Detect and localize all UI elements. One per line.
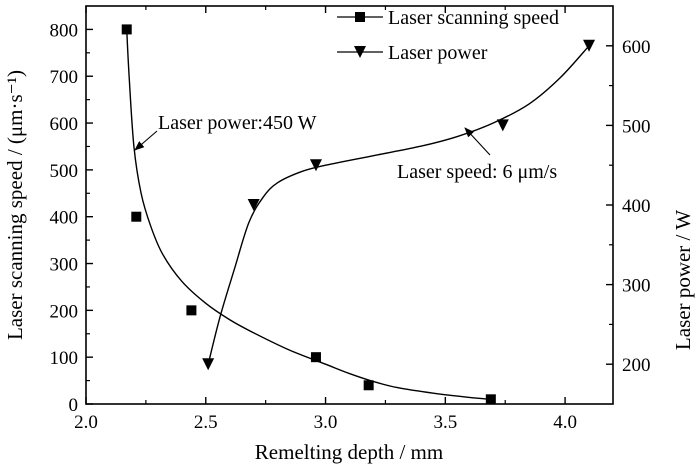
data-point-laser-power [247, 199, 260, 211]
right-y-tick-label: 400 [622, 196, 651, 217]
left-y-tick-label: 500 [50, 161, 79, 182]
x-tick-label: 2.0 [74, 412, 98, 433]
left-y-tick-label: 0 [69, 395, 79, 416]
right-y-tick-label: 500 [622, 116, 651, 137]
data-point-laser-power [202, 358, 215, 371]
legend-label-laser-power: Laser power [388, 42, 488, 64]
left-y-tick-label: 700 [50, 67, 79, 88]
annotation-power-text: Laser power:450 W [158, 112, 317, 134]
series-layer [121, 24, 596, 405]
annotation-speed: Laser speed: 6 μm/s [397, 127, 557, 183]
left-y-tick-label: 200 [50, 301, 79, 322]
right-y-tick-label: 600 [622, 37, 651, 58]
data-point-laser-power [583, 39, 596, 52]
fit-curve-laser-power [207, 45, 590, 365]
data-point-laser-power [496, 119, 509, 132]
x-tick-label: 2.5 [194, 412, 218, 433]
left-y-tick-label: 600 [50, 114, 79, 135]
right-y-axis-title: Laser power / W [671, 210, 695, 350]
data-point-laser-scanning-speed [485, 394, 496, 405]
data-point-laser-scanning-speed [186, 305, 197, 316]
x-tick-label: 3.5 [433, 412, 457, 433]
right-y-tick-label: 300 [622, 276, 651, 297]
data-point-laser-scanning-speed [310, 352, 321, 363]
right-y-tick-label: 200 [622, 355, 651, 376]
data-point-laser-scanning-speed [131, 211, 142, 222]
annotation-speed-text: Laser speed: 6 μm/s [397, 161, 557, 183]
data-point-laser-scanning-speed [121, 24, 132, 35]
legend: Laser scanning speed Laser power [337, 7, 559, 64]
left-y-axis: 0 100 200 300 400 500 600 700 800 [50, 20, 93, 416]
left-y-tick-label: 400 [50, 208, 79, 229]
legend-item-laser-power: Laser power [337, 42, 488, 64]
data-point-laser-scanning-speed [363, 380, 374, 391]
annotation-speed-arrow [464, 127, 491, 156]
legend-marker-square-icon [355, 12, 365, 22]
legend-marker-triangle-down-icon [354, 46, 366, 58]
annotation-power-arrow [134, 130, 158, 151]
left-y-tick-label: 800 [50, 20, 79, 41]
annotation-power: Laser power:450 W [134, 112, 317, 151]
x-tick-label: 4.0 [553, 412, 577, 433]
left-y-tick-label: 100 [50, 348, 79, 369]
right-y-axis: 200 300 400 500 600 [606, 37, 651, 376]
x-axis-title: Remelting depth / mm [255, 440, 443, 464]
left-y-axis-title: Laser scanning speed / (μm·s⁻¹) [3, 70, 27, 340]
left-y-tick-label: 300 [50, 255, 79, 276]
data-point-laser-power [309, 159, 322, 172]
plot-frame [85, 5, 614, 405]
legend-label-laser-scanning-speed: Laser scanning speed [388, 7, 559, 29]
fit-curve-laser-scanning-speed [126, 29, 491, 401]
x-tick-label: 3.0 [314, 412, 338, 433]
x-axis: 2.0 2.5 3.0 3.5 4.0 [74, 6, 577, 433]
legend-item-laser-scanning-speed: Laser scanning speed [337, 7, 559, 29]
